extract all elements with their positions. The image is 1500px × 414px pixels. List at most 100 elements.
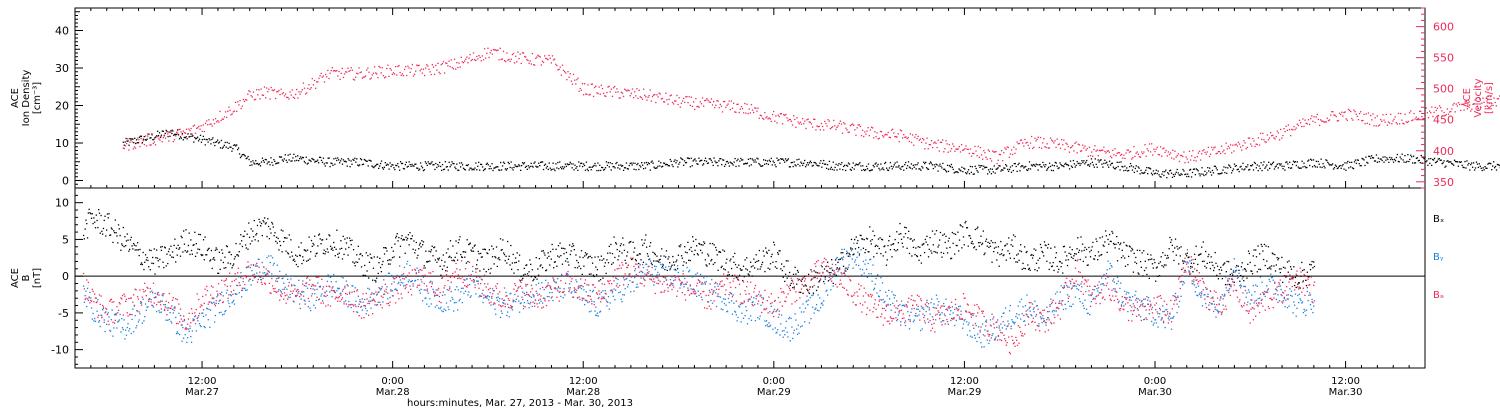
velocity-series-point: [1371, 119, 1372, 120]
velocity-series-point: [1473, 103, 1474, 104]
velocity-series-point: [255, 99, 256, 100]
density-series-point: [1328, 163, 1329, 164]
density-series-point: [287, 162, 288, 163]
bx-series-point: [245, 244, 246, 245]
velocity-series-point: [1264, 141, 1265, 142]
velocity-series-point: [332, 67, 333, 68]
velocity-series-point: [753, 112, 754, 113]
velocity-series-point: [925, 142, 926, 143]
bx-series-point: [336, 230, 337, 231]
density-series-point: [766, 163, 767, 164]
velocity-series-point: [615, 92, 616, 93]
velocity-series-point: [637, 98, 638, 99]
density-series-point: [1221, 172, 1222, 173]
density-series-point: [1303, 163, 1304, 164]
velocity-series-point: [659, 92, 660, 93]
velocity-series-point: [1058, 144, 1059, 145]
velocity-series-point: [1055, 147, 1056, 148]
velocity-series-point: [230, 114, 231, 115]
velocity-series-point: [964, 148, 965, 149]
density-series-point: [669, 165, 670, 166]
velocity-series-point: [1321, 120, 1322, 121]
density-series-point: [710, 158, 711, 159]
density-series-point: [960, 170, 961, 171]
velocity-series-point: [301, 91, 302, 92]
bx-series-point: [577, 267, 578, 268]
density-series-point: [179, 138, 180, 139]
bx-series-point: [887, 245, 888, 246]
velocity-series-point: [566, 79, 567, 80]
density-series-point: [526, 166, 527, 167]
density-series-point: [1039, 164, 1040, 165]
velocity-series-point: [1062, 144, 1063, 145]
bx-series-point: [89, 209, 90, 210]
density-series-point: [792, 162, 793, 163]
density-series-point: [440, 166, 441, 167]
velocity-series-point: [245, 99, 246, 100]
density-series-point: [940, 166, 941, 167]
velocity-series-point: [178, 129, 179, 130]
y-axis-label-density: ACE: [10, 88, 21, 108]
bx-series-point: [756, 261, 757, 262]
bx-series-point: [896, 231, 897, 232]
bx-series-point: [655, 254, 656, 255]
velocity-series-point: [1468, 100, 1469, 101]
velocity-series-point: [777, 115, 778, 116]
bx-series-point: [330, 246, 331, 247]
velocity-series-point: [666, 99, 667, 100]
velocity-series-point: [762, 118, 763, 119]
density-series-point: [524, 162, 525, 163]
density-series-point: [983, 166, 984, 167]
bx-series-point: [230, 263, 231, 264]
bx-series-point: [401, 235, 402, 236]
velocity-series-point: [286, 97, 287, 98]
density-series-point: [813, 165, 814, 166]
bx-series-point: [345, 248, 346, 249]
bx-series-point: [863, 248, 864, 249]
bx-series-point: [638, 263, 639, 264]
density-series-point: [728, 162, 729, 163]
density-series-point: [946, 171, 947, 172]
bx-series-point: [725, 269, 726, 270]
velocity-series-point: [498, 59, 499, 60]
velocity-series-point: [624, 89, 625, 90]
velocity-series-point: [169, 132, 170, 133]
velocity-series-point: [1263, 139, 1264, 140]
velocity-series-point: [1137, 151, 1138, 152]
velocity-series-point: [272, 89, 273, 90]
velocity-series-point: [204, 131, 205, 132]
velocity-series-point: [933, 142, 934, 143]
velocity-series-point: [1364, 123, 1365, 124]
bx-series-point: [557, 255, 558, 256]
bx-series-point: [602, 278, 603, 279]
velocity-series-point: [835, 129, 836, 130]
velocity-series-point: [1097, 150, 1098, 151]
bx-series-point: [818, 286, 819, 287]
density-series-point: [976, 170, 977, 171]
velocity-series-point: [212, 125, 213, 126]
velocity-series-point: [475, 60, 476, 61]
velocity-series-point: [1118, 152, 1119, 153]
density-series-point: [388, 164, 389, 165]
bx-series-point: [162, 246, 163, 247]
bx-series-point: [612, 253, 613, 254]
x-tick-label-time: 12:00: [1331, 376, 1360, 387]
velocity-series-point: [1387, 124, 1388, 125]
bx-series-point: [688, 260, 689, 261]
bx-series-point: [850, 247, 851, 248]
bx-series-point: [169, 248, 170, 249]
bx-series-point: [503, 252, 504, 253]
density-series-point: [1032, 165, 1033, 166]
density-series-point: [554, 170, 555, 171]
velocity-series-point: [561, 75, 562, 76]
bx-series-point: [391, 247, 392, 248]
velocity-series-point: [393, 72, 394, 73]
bx-series-point: [478, 253, 479, 254]
bx-series-point: [490, 273, 491, 274]
bx-series-point: [633, 251, 634, 252]
bx-series-point: [651, 263, 652, 264]
density-series-point: [1119, 169, 1120, 170]
bx-series-point: [206, 254, 207, 255]
density-series-point: [511, 167, 512, 168]
bx-series-point: [540, 265, 541, 266]
